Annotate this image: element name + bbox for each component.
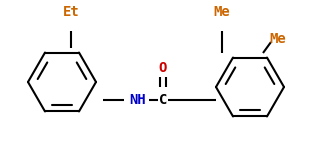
Text: Me: Me [214,5,230,19]
Text: NH: NH [130,93,146,107]
Text: Me: Me [270,32,286,46]
Text: O: O [159,61,167,75]
Text: Et: Et [63,5,79,19]
Text: C: C [159,93,167,107]
